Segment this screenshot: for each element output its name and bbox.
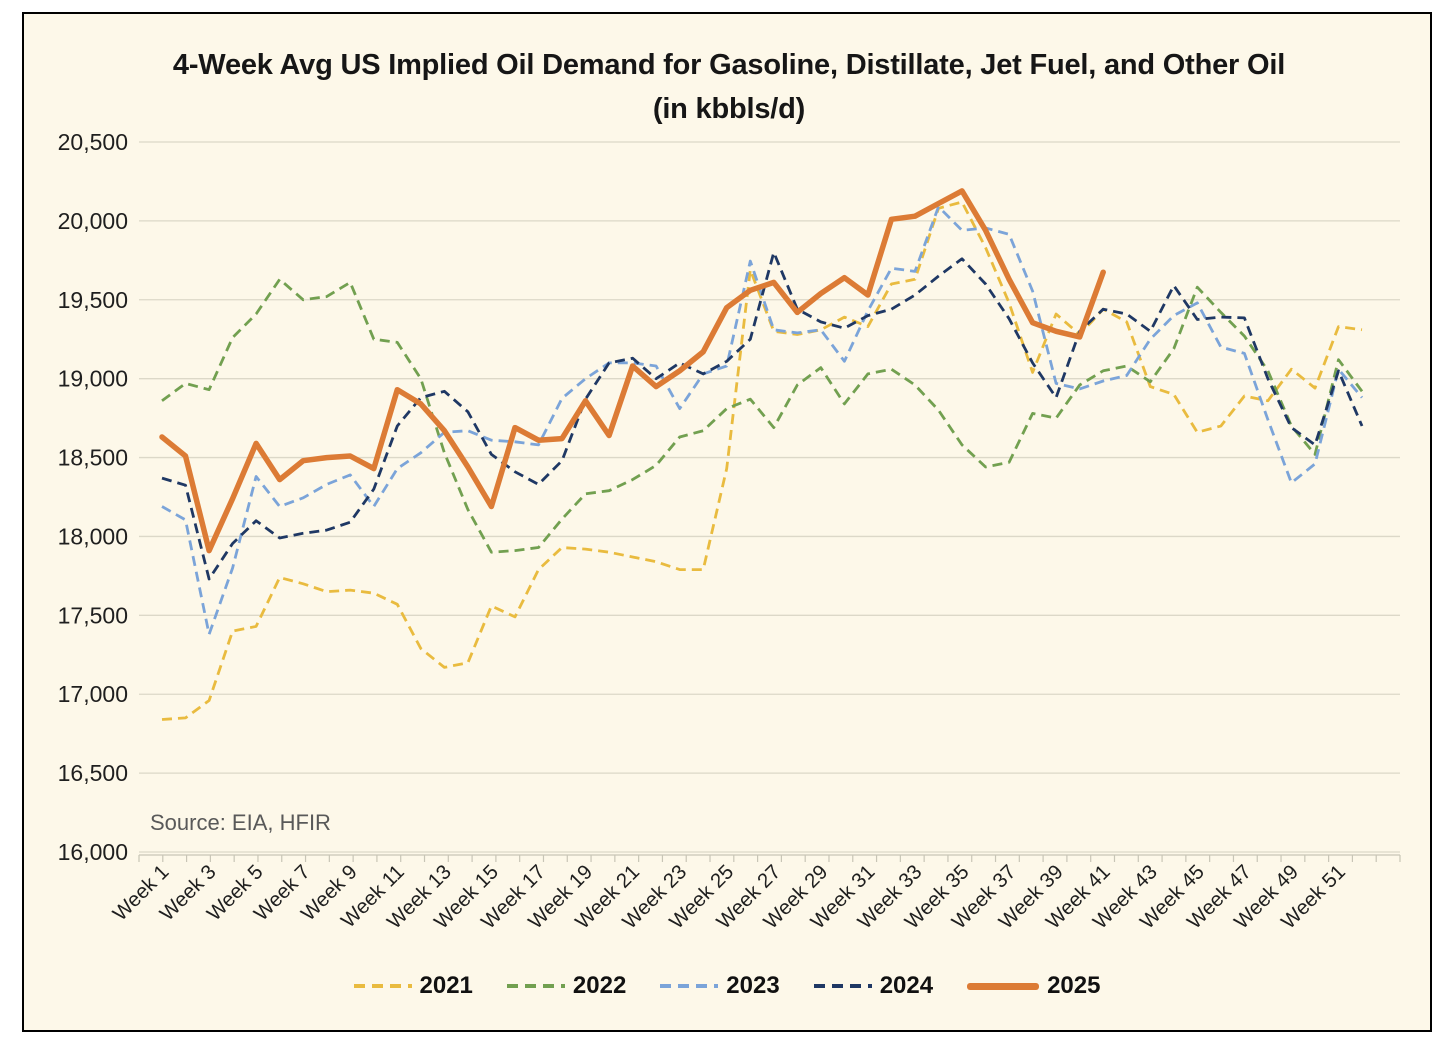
y-axis-label: 16,000 [58, 839, 128, 865]
source-note: Source: EIA, HFIR [150, 810, 331, 835]
legend-swatch-2022 [506, 984, 565, 988]
chart-title: 4-Week Avg US Implied Oil Demand for Gas… [172, 49, 1286, 125]
y-axis-label: 16,500 [58, 760, 128, 786]
legend-swatch-2023 [660, 984, 719, 988]
y-axis-label: 17,000 [58, 681, 128, 707]
legend-label-2023: 2023 [726, 972, 780, 999]
legend-item-2025: 2025 [967, 972, 1100, 1000]
chart-legend: 2021 2022 2023 2024 2025 [24, 972, 1430, 1000]
legend-swatch-2021 [353, 984, 412, 988]
series-line-2025 [159, 188, 1106, 554]
y-axis-label: 20,500 [58, 129, 128, 155]
legend-label-2024: 2024 [879, 972, 934, 999]
series-line-2021 [161, 200, 1363, 721]
series-line-2023 [161, 205, 1364, 636]
legend-item-2024: 2024 [813, 972, 934, 1000]
legend-swatch-2024 [813, 984, 872, 988]
series-line-2024 [161, 250, 1364, 581]
legend-item-2021: 2021 [353, 972, 473, 1000]
chart-frame: 4-Week Avg US Implied Oil Demand for Gas… [22, 12, 1432, 1032]
legend-swatch-2025 [967, 982, 1040, 990]
legend-label-2025: 2025 [1047, 972, 1101, 999]
legend-label-2022: 2022 [572, 972, 627, 999]
y-axis-label: 18,500 [58, 445, 128, 471]
series-line-2022 [161, 277, 1364, 554]
y-axis-label: 17,500 [58, 602, 128, 628]
legend-item-2023: 2023 [660, 972, 780, 1000]
legend-item-2022: 2022 [506, 972, 627, 1000]
y-axis-label: 20,000 [58, 208, 128, 234]
y-axis-label: 19,500 [58, 287, 128, 313]
y-axis-label: 18,000 [58, 523, 128, 549]
legend-label-2021: 2021 [419, 972, 473, 999]
line-chart-plot: 20,500 20,000 19,500 19,000 18,500 18,000 17,5… [58, 129, 1401, 933]
y-axis-label: 19,000 [58, 366, 128, 392]
